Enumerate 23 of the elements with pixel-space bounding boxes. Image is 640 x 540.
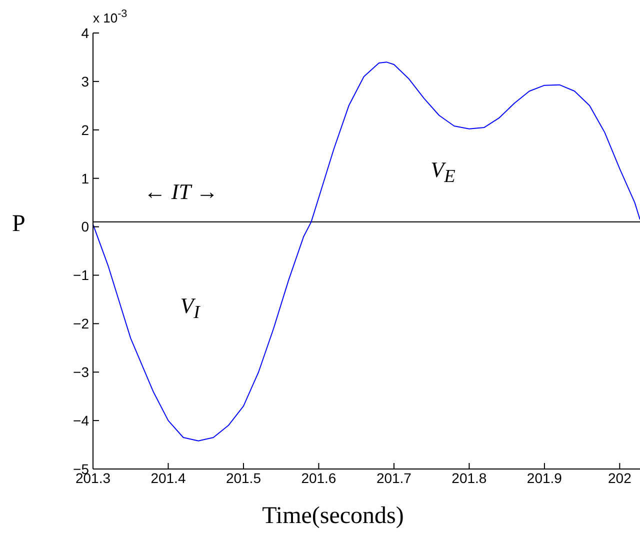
y-tick-label: 0 (81, 218, 90, 235)
y-tick-label: −2 (73, 316, 90, 332)
y-axis-title: P (12, 210, 26, 238)
text: x 10$^{-3}$ (93, 8, 128, 26)
annotation: V$_{E}$ (430, 156, 456, 188)
y-tick-label: 1 (81, 170, 90, 186)
x-tick-label: 201.8 (452, 470, 487, 486)
x-tick-label: 201.6 (301, 470, 336, 486)
line-series (93, 62, 640, 442)
y-tick-label: 4 (81, 24, 90, 41)
x-tick-label: 201.4 (150, 470, 186, 486)
y-tick-label: −3 (73, 364, 90, 380)
y-tick-label: −4 (73, 412, 90, 429)
y-tick-label: 3 (81, 73, 90, 90)
annotation: ← IT → (144, 179, 218, 205)
annotation: V$_{I}$ (180, 292, 200, 324)
x-tick-label: 202 (608, 470, 632, 486)
x-tick-label: 201.7 (376, 470, 412, 486)
y-tick-label: 2 (81, 122, 90, 138)
x-tick-label: 201.5 (226, 470, 262, 486)
y-tick-label: −1 (73, 267, 90, 284)
x-tick-label: 201.9 (526, 470, 562, 486)
x-axis-title: Time(seconds) (261, 503, 405, 530)
